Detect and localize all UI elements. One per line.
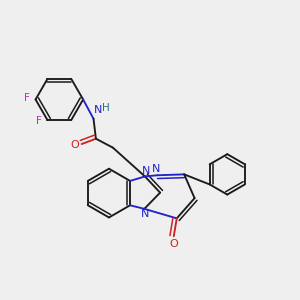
Text: F: F xyxy=(36,116,41,126)
Text: N: N xyxy=(94,105,103,115)
Text: N: N xyxy=(141,209,149,219)
Text: F: F xyxy=(24,93,30,103)
Text: N: N xyxy=(152,164,160,174)
Text: N: N xyxy=(142,166,150,176)
Text: O: O xyxy=(71,140,80,150)
Text: H: H xyxy=(102,103,110,113)
Text: O: O xyxy=(169,238,178,249)
